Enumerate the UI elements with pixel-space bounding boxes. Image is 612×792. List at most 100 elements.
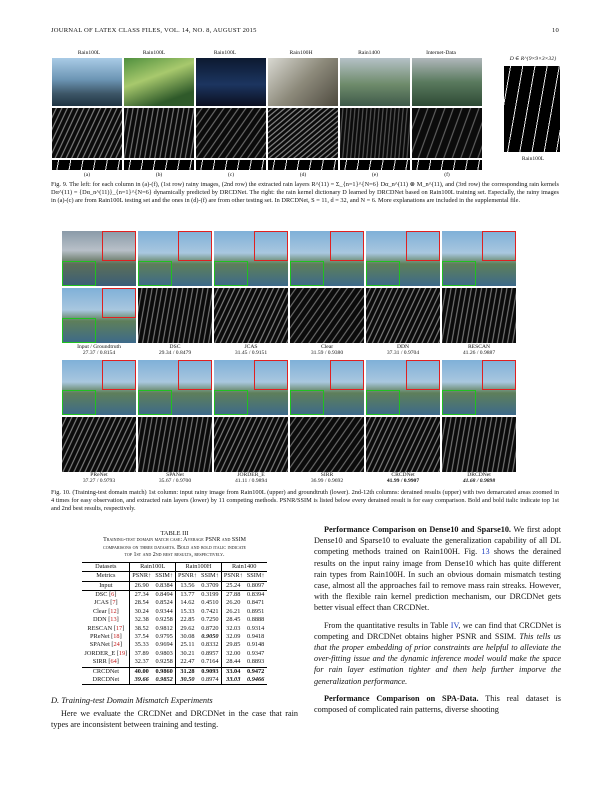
value-cell: 29.85 bbox=[226, 641, 241, 649]
value-cell: 30.50 bbox=[180, 676, 195, 684]
value-cell: 35.33 bbox=[134, 641, 149, 649]
rain-layer bbox=[52, 108, 122, 158]
value-cell: 0.9694 bbox=[153, 641, 177, 650]
method-cell: Clear [12] bbox=[82, 607, 131, 617]
method-cell: Input bbox=[82, 581, 131, 591]
rain-layer bbox=[412, 108, 482, 158]
value-cell: 14.62 bbox=[180, 599, 195, 607]
value-cell: 30.24 bbox=[134, 607, 149, 615]
derained-image bbox=[290, 231, 364, 286]
rain-layer bbox=[340, 108, 410, 158]
value-cell: 0.9050 bbox=[198, 633, 222, 642]
section-heading: D. Training-test Domain Mismatch Experim… bbox=[51, 696, 213, 705]
table-header: SSIM↑ bbox=[246, 572, 265, 580]
rain-layer bbox=[62, 417, 136, 472]
citation-link[interactable]: 12 bbox=[110, 607, 117, 615]
results-table: Datasets Rain100L Rain100H Rain1400 Metr… bbox=[82, 561, 267, 686]
citation-link[interactable]: 13 bbox=[110, 616, 117, 624]
value-cell: 37.89 bbox=[134, 649, 149, 657]
method-cell: CRCDNet bbox=[82, 667, 131, 677]
table-row: JCAS [7] 28.54 0.8524 14.62 0.4510 26.20 0.847… bbox=[82, 599, 266, 608]
fig9-col-title: Rain100L bbox=[213, 50, 237, 56]
table-header: SSIM↑ bbox=[153, 571, 177, 582]
method-label: RESCAN 41.26 / 0.9887 bbox=[462, 344, 496, 356]
derained-image bbox=[366, 231, 440, 286]
value-cell: 22.47 bbox=[180, 658, 195, 666]
rain-layer bbox=[290, 288, 364, 343]
value-cell: 40.00 bbox=[134, 667, 149, 675]
value-cell: 0.8524 bbox=[153, 599, 177, 608]
rain-kernel-strip bbox=[268, 160, 338, 170]
fig9-col-title: Rain100L bbox=[142, 50, 166, 56]
value-cell: 0.8097 bbox=[246, 581, 265, 589]
dictionary-caption: Rain100L bbox=[521, 156, 545, 162]
citation-link[interactable]: 7 bbox=[112, 599, 116, 607]
derained-image bbox=[442, 360, 516, 415]
derained-image bbox=[214, 360, 288, 415]
fig9-col-title: Rain1400 bbox=[358, 50, 380, 56]
fig9-col-title: Internet-Data bbox=[426, 50, 456, 56]
value-cell: 0.9472 bbox=[246, 667, 265, 675]
value-cell: 13.56 bbox=[180, 581, 195, 589]
table-link[interactable]: IV bbox=[450, 620, 459, 630]
rain-layer bbox=[442, 417, 516, 472]
value-cell: 26.21 bbox=[226, 607, 241, 615]
paragraph: Performance Comparison on SPA-Data. This… bbox=[314, 693, 561, 715]
figure-link[interactable]: 13 bbox=[481, 547, 490, 557]
fig9-letter: (b) bbox=[155, 172, 163, 178]
value-cell: 0.8893 bbox=[246, 658, 265, 666]
method-cell: SIRR [64] bbox=[82, 658, 131, 668]
method-cell: JCAS [7] bbox=[82, 599, 131, 608]
value-cell: 0.8494 bbox=[153, 590, 177, 600]
fig9-caption: Fig. 9. The left: for each column in (a)… bbox=[51, 181, 559, 205]
rain-layer bbox=[268, 108, 338, 158]
citation-link[interactable]: 19 bbox=[118, 649, 126, 657]
value-cell: 0.7421 bbox=[198, 607, 222, 617]
value-cell: 32.00 bbox=[226, 649, 241, 657]
rain-kernel-strip bbox=[124, 160, 194, 170]
citation-link[interactable]: 24 bbox=[113, 641, 120, 649]
rain-layer bbox=[290, 417, 364, 472]
citation-link[interactable]: 18 bbox=[113, 633, 120, 641]
fig9-letter: (e) bbox=[371, 172, 379, 178]
paragraph: Performance Comparison on Dense10 and Sp… bbox=[314, 525, 561, 613]
value-cell: 0.9466 bbox=[246, 676, 265, 684]
value-cell: 32.09 bbox=[226, 633, 241, 641]
table-header: Rain1400 bbox=[231, 562, 257, 570]
value-cell: 0.8957 bbox=[198, 649, 222, 659]
rain-layer bbox=[138, 417, 212, 472]
value-cell: 0.9803 bbox=[153, 649, 177, 659]
value-cell: 22.85 bbox=[180, 616, 195, 624]
citation-link[interactable]: 64 bbox=[110, 658, 117, 666]
method-label: JORDER_E 41.11 / 0.9894 bbox=[234, 472, 268, 484]
table-caption: Training-test domain match case: Average… bbox=[103, 537, 246, 559]
running-header: JOURNAL OF LATEX CLASS FILES, VOL. 14, N… bbox=[51, 27, 559, 34]
fig9-letter: (c) bbox=[227, 172, 235, 178]
table-row: CRCDNet 40.00 0.9860 31.28 0.9093 33.04 0.9472 bbox=[82, 667, 267, 677]
value-cell: 0.9258 bbox=[153, 658, 177, 668]
method-label: DSC 29.34 / 0.8479 bbox=[158, 344, 192, 356]
rainy-image bbox=[52, 58, 122, 106]
rain-layer bbox=[214, 417, 288, 472]
citation-link[interactable]: 6 bbox=[111, 591, 115, 598]
value-cell: 0.4510 bbox=[198, 599, 222, 608]
dictionary-label: D ∈ R^{9×9×3×32} bbox=[509, 56, 557, 62]
table-header: Datasets bbox=[82, 562, 131, 572]
method-cell: DRCDNet bbox=[82, 676, 131, 685]
value-cell: 25.24 bbox=[226, 581, 241, 589]
value-cell: 29.62 bbox=[180, 624, 195, 632]
value-cell: 0.9852 bbox=[153, 676, 177, 685]
table-header: PSNR↑ bbox=[178, 572, 197, 580]
citation-link[interactable]: 17 bbox=[115, 624, 123, 632]
value-cell: 0.9860 bbox=[153, 667, 177, 677]
value-cell: 0.9795 bbox=[153, 633, 177, 642]
derained-image bbox=[62, 360, 136, 415]
method-label: DDN 37.31 / 0.9704 bbox=[386, 344, 420, 356]
rain-layer bbox=[366, 288, 440, 343]
table-title: TABLE III bbox=[160, 530, 189, 537]
rain-layer bbox=[196, 108, 266, 158]
value-cell: 39.66 bbox=[134, 676, 149, 684]
section-paragraph: Here we evaluate the CRCDNet and DRCDNet… bbox=[51, 709, 298, 730]
derained-image bbox=[290, 360, 364, 415]
value-cell: 0.8974 bbox=[198, 676, 222, 685]
